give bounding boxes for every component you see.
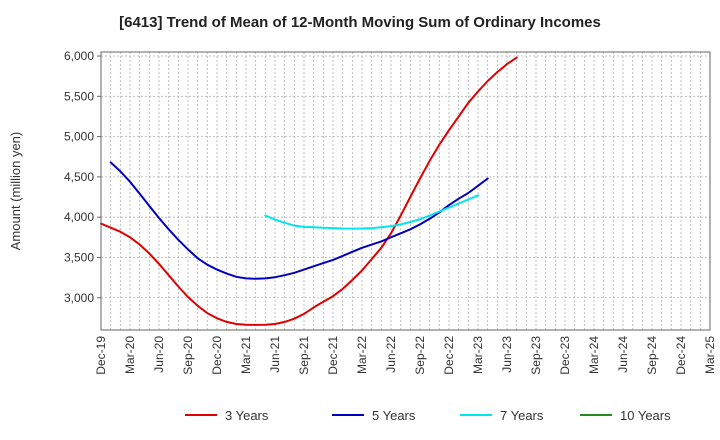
x-tick-label: Mar-22 [355,336,369,374]
series-line [264,194,479,230]
legend-label: 3 Years [225,408,269,423]
x-tick-label: Jun-22 [384,336,398,373]
x-tick-label: Mar-23 [471,336,485,374]
chart-title: [6413] Trend of Mean of 12-Month Moving … [119,14,601,31]
legend-label: 10 Years [620,408,671,423]
series-line [109,161,489,280]
xtick-layer: Dec-19 Mar-20 Jun-20 Sep-20 Dec-20 Mar-21 Jun-… [94,336,717,375]
x-tick-label: Mar-20 [123,336,137,374]
x-tick-label: Dec-20 [210,336,224,375]
x-tick-label: Sep-20 [181,336,195,375]
y-tick-label: 3,500 [64,250,94,264]
legend-label: 7 Years [500,408,544,423]
x-tick-label: Mar-21 [239,336,253,374]
x-tick-label: Mar-24 [587,336,601,374]
x-tick-label: Jun-20 [152,336,166,373]
x-tick-label: Sep-23 [529,336,543,375]
y-tick-label: 4,000 [64,210,94,224]
x-tick-label: Jun-21 [268,336,282,373]
x-tick-label: Dec-21 [326,336,340,375]
x-tick-label: Sep-22 [413,336,427,375]
y-axis-label: Amount (million yen) [8,132,23,251]
grid-layer [100,52,711,330]
plot-frame [100,51,711,331]
x-tick-label: Jun-23 [500,336,514,373]
ytick-layer: 3,000 3,500 4,000 4,500 5,000 5,500 6,000 [64,49,101,305]
y-tick-label: 3,000 [64,291,94,305]
x-tick-label: Dec-22 [442,336,456,375]
legend: 3 Years 5 Years 7 Years 10 Years [185,408,671,423]
x-tick-label: Dec-19 [94,336,108,375]
x-tick-label: Sep-24 [645,336,659,375]
y-tick-label: 5,500 [64,89,94,103]
x-tick-label: Dec-23 [558,336,572,375]
x-tick-label: Jun-24 [616,336,630,373]
series-layer [100,56,518,326]
series-line [100,56,518,326]
x-tick-label: Sep-21 [297,336,311,375]
y-tick-label: 5,000 [64,130,94,144]
y-tick-label: 6,000 [64,49,94,63]
legend-label: 5 Years [372,408,416,423]
y-tick-label: 4,500 [64,170,94,184]
x-tick-label: Dec-24 [674,336,688,375]
x-tick-label: Mar-25 [703,336,717,374]
